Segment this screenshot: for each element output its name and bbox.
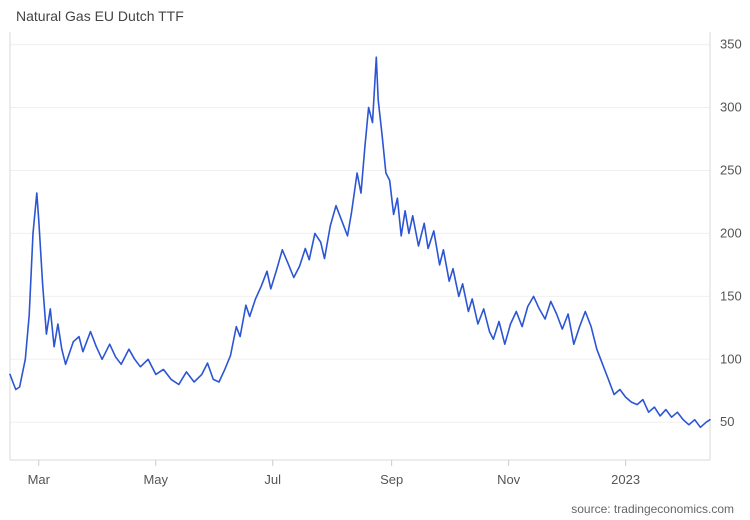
x-axis-label: 2023 <box>611 472 640 487</box>
y-axis-label: 300 <box>720 100 742 115</box>
y-axis-label: 250 <box>720 162 742 177</box>
y-axis-label: 350 <box>720 37 742 52</box>
y-axis-label: 200 <box>720 225 742 240</box>
x-axis-label: May <box>143 472 168 487</box>
x-axis-label: Jul <box>264 472 281 487</box>
x-axis-label: Sep <box>380 472 403 487</box>
x-axis-label: Mar <box>28 472 51 487</box>
y-axis-label: 100 <box>720 351 742 366</box>
y-axis-label: 50 <box>720 414 734 429</box>
chart-container: Natural Gas EU Dutch TTF 501001502002503… <box>0 0 750 520</box>
x-axis-label: Nov <box>497 472 521 487</box>
price-series-line <box>10 57 710 427</box>
y-axis-label: 150 <box>720 288 742 303</box>
price-line-chart: 50 100 150 200 250 300 350 Mar May Jul Sep Nov 2023 <box>0 0 750 520</box>
source-attribution: source: tradingeconomics.com <box>571 502 734 516</box>
